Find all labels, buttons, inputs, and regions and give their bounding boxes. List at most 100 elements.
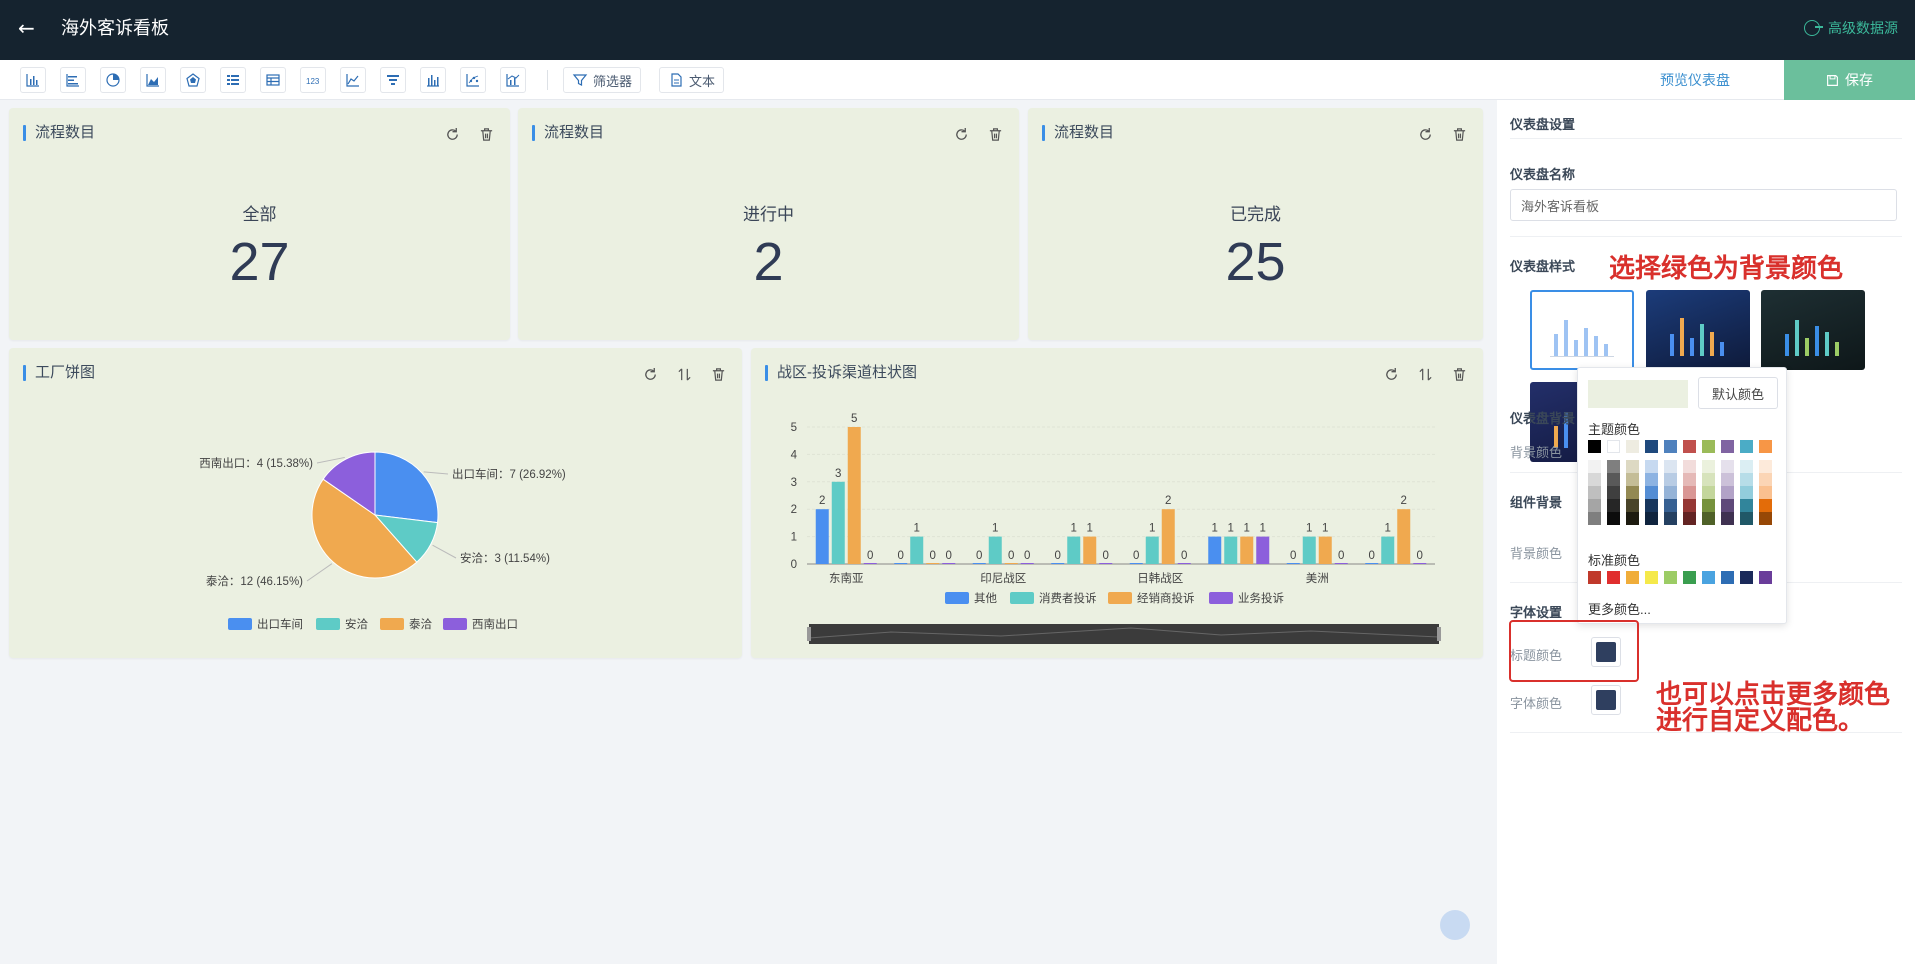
area-chart-icon[interactable]	[140, 67, 166, 93]
color-swatch[interactable]	[1702, 486, 1715, 499]
color-swatch[interactable]	[1721, 499, 1734, 512]
color-swatch[interactable]	[1740, 473, 1753, 486]
number-icon[interactable]: 123	[300, 67, 326, 93]
line-chart-icon[interactable]	[340, 67, 366, 93]
color-swatch[interactable]	[1759, 499, 1772, 512]
color-swatch[interactable]	[1645, 486, 1658, 499]
color-swatch[interactable]	[1626, 460, 1639, 473]
scatter-icon[interactable]	[460, 67, 486, 93]
table-icon[interactable]	[260, 67, 286, 93]
color-swatch[interactable]	[1645, 473, 1658, 486]
color-swatch[interactable]	[1740, 499, 1753, 512]
refresh-icon[interactable]	[951, 124, 971, 144]
color-swatch[interactable]	[1664, 440, 1677, 453]
color-swatch[interactable]	[1702, 499, 1715, 512]
advanced-datasource-link[interactable]: 高级数据源	[1804, 18, 1898, 38]
bar-chart-icon[interactable]	[20, 67, 46, 93]
color-swatch[interactable]	[1721, 486, 1734, 499]
color-swatch[interactable]	[1702, 440, 1715, 453]
refresh-icon[interactable]	[1415, 124, 1435, 144]
color-swatch[interactable]	[1645, 571, 1658, 584]
delete-icon[interactable]	[985, 124, 1005, 144]
default-color-button[interactable]: 默认颜色	[1698, 377, 1778, 409]
color-swatch[interactable]	[1626, 499, 1639, 512]
color-swatch[interactable]	[1626, 440, 1639, 453]
horizontal-bar-icon[interactable]	[60, 67, 86, 93]
color-swatch[interactable]	[1759, 473, 1772, 486]
color-swatch[interactable]	[1740, 440, 1753, 453]
color-swatch[interactable]	[1664, 473, 1677, 486]
pie-chart-icon[interactable]	[100, 67, 126, 93]
color-swatch[interactable]	[1683, 571, 1696, 584]
color-swatch[interactable]	[1740, 460, 1753, 473]
color-swatch[interactable]	[1721, 571, 1734, 584]
more-colors-link[interactable]: 更多颜色...	[1588, 602, 1651, 617]
color-swatch[interactable]	[1588, 486, 1601, 499]
refresh-icon[interactable]	[640, 364, 660, 384]
color-swatch[interactable]	[1607, 473, 1620, 486]
color-swatch[interactable]	[1626, 571, 1639, 584]
color-swatch[interactable]	[1626, 512, 1639, 525]
color-swatch[interactable]	[1702, 512, 1715, 525]
color-swatch[interactable]	[1607, 512, 1620, 525]
sort-icon[interactable]	[1415, 364, 1435, 384]
color-swatch[interactable]	[1626, 473, 1639, 486]
color-swatch[interactable]	[1702, 460, 1715, 473]
color-swatch[interactable]	[1588, 473, 1601, 486]
funnel-icon[interactable]	[380, 67, 406, 93]
color-swatch[interactable]	[1759, 460, 1772, 473]
color-swatch[interactable]	[1626, 486, 1639, 499]
color-swatch[interactable]	[1683, 512, 1696, 525]
color-swatch[interactable]	[1645, 460, 1658, 473]
color-swatch[interactable]	[1588, 512, 1601, 525]
color-swatch[interactable]	[1664, 460, 1677, 473]
back-arrow-icon[interactable]: ←	[18, 16, 35, 40]
color-swatch[interactable]	[1607, 460, 1620, 473]
style-thumb-light[interactable]	[1530, 290, 1634, 370]
delete-icon[interactable]	[1449, 364, 1469, 384]
color-swatch[interactable]	[1645, 512, 1658, 525]
color-swatch[interactable]	[1645, 499, 1658, 512]
color-swatch[interactable]	[1683, 460, 1696, 473]
color-swatch[interactable]	[1683, 499, 1696, 512]
text-button[interactable]: 文本	[659, 67, 725, 93]
color-swatch[interactable]	[1607, 486, 1620, 499]
color-swatch[interactable]	[1721, 512, 1734, 525]
color-swatch[interactable]	[1683, 486, 1696, 499]
delete-icon[interactable]	[708, 364, 728, 384]
color-swatch[interactable]	[1759, 512, 1772, 525]
color-swatch[interactable]	[1664, 571, 1677, 584]
title-color-swatch[interactable]	[1591, 637, 1621, 667]
color-swatch[interactable]	[1721, 473, 1734, 486]
color-swatch[interactable]	[1740, 486, 1753, 499]
color-swatch[interactable]	[1721, 440, 1734, 453]
color-swatch[interactable]	[1664, 499, 1677, 512]
color-swatch[interactable]	[1664, 486, 1677, 499]
color-swatch[interactable]	[1721, 460, 1734, 473]
delete-icon[interactable]	[1449, 124, 1469, 144]
color-swatch[interactable]	[1607, 440, 1620, 453]
refresh-icon[interactable]	[1381, 364, 1401, 384]
preview-dashboard-link[interactable]: 预览仪表盘	[1660, 72, 1730, 88]
combo-chart-icon[interactable]	[500, 67, 526, 93]
color-swatch[interactable]	[1740, 571, 1753, 584]
style-thumb-blue[interactable]	[1646, 290, 1750, 370]
font-color-swatch[interactable]	[1591, 685, 1621, 715]
color-swatch[interactable]	[1588, 440, 1601, 453]
radar-chart-icon[interactable]	[180, 67, 206, 93]
help-bubble-icon[interactable]	[1440, 910, 1470, 940]
color-swatch[interactable]	[1607, 499, 1620, 512]
color-swatch[interactable]	[1683, 473, 1696, 486]
color-swatch[interactable]	[1607, 571, 1620, 584]
color-swatch[interactable]	[1759, 571, 1772, 584]
dashboard-name-input[interactable]	[1510, 189, 1897, 221]
list-icon[interactable]	[220, 67, 246, 93]
refresh-icon[interactable]	[442, 124, 462, 144]
color-swatch[interactable]	[1645, 440, 1658, 453]
color-swatch[interactable]	[1588, 460, 1601, 473]
filter-button[interactable]: 筛选器	[563, 67, 642, 93]
style-thumb-dark[interactable]	[1761, 290, 1865, 370]
save-button[interactable]: 保存	[1784, 60, 1915, 100]
color-swatch[interactable]	[1759, 440, 1772, 453]
sort-icon[interactable]	[674, 364, 694, 384]
